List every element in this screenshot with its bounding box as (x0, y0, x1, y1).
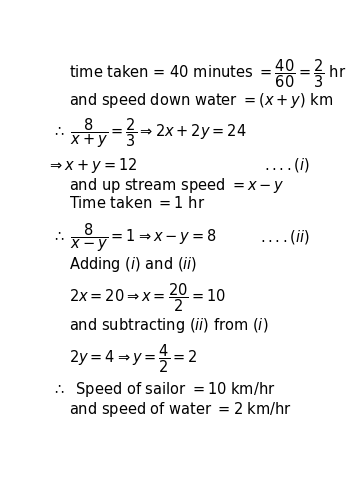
Text: Adding $(i)$ and $(ii)$: Adding $(i)$ and $(ii)$ (69, 255, 197, 274)
Text: $....(i)$: $....(i)$ (264, 156, 310, 174)
Text: time taken = 40 minutes $= \dfrac{40}{60} = \dfrac{2}{3}$ hr: time taken = 40 minutes $= \dfrac{40}{60… (69, 58, 346, 91)
Text: Time taken $= 1$ hr: Time taken $= 1$ hr (69, 195, 205, 211)
Text: $2y = 4 \Rightarrow y = \dfrac{4}{2} = 2$: $2y = 4 \Rightarrow y = \dfrac{4}{2} = 2… (69, 343, 198, 375)
Text: and subtracting $(ii)$ from $(i)$: and subtracting $(ii)$ from $(i)$ (69, 316, 268, 335)
Text: and up stream speed $= x - y$: and up stream speed $= x - y$ (69, 176, 285, 195)
Text: and speed of water $= 2$ km/hr: and speed of water $= 2$ km/hr (69, 399, 292, 418)
Text: $\therefore\; \dfrac{8}{x+y} = \dfrac{2}{3} \Rightarrow 2x + 2y = 24$: $\therefore\; \dfrac{8}{x+y} = \dfrac{2}… (52, 117, 247, 150)
Text: $\Rightarrow x + y = 12$: $\Rightarrow x + y = 12$ (47, 156, 137, 175)
Text: $....(ii)$: $....(ii)$ (260, 228, 310, 246)
Text: $\therefore\;$ Speed of sailor $= 10$ km/hr: $\therefore\;$ Speed of sailor $= 10$ km… (52, 380, 276, 399)
Text: and speed down water $= (x + y)$ km: and speed down water $= (x + y)$ km (69, 91, 333, 110)
Text: $\therefore\; \dfrac{8}{x-y} = 1 \Rightarrow x - y = 8$: $\therefore\; \dfrac{8}{x-y} = 1 \Righta… (52, 221, 217, 254)
Text: $2x = 20 \Rightarrow x = \dfrac{20}{2} = 10$: $2x = 20 \Rightarrow x = \dfrac{20}{2} =… (69, 281, 226, 314)
